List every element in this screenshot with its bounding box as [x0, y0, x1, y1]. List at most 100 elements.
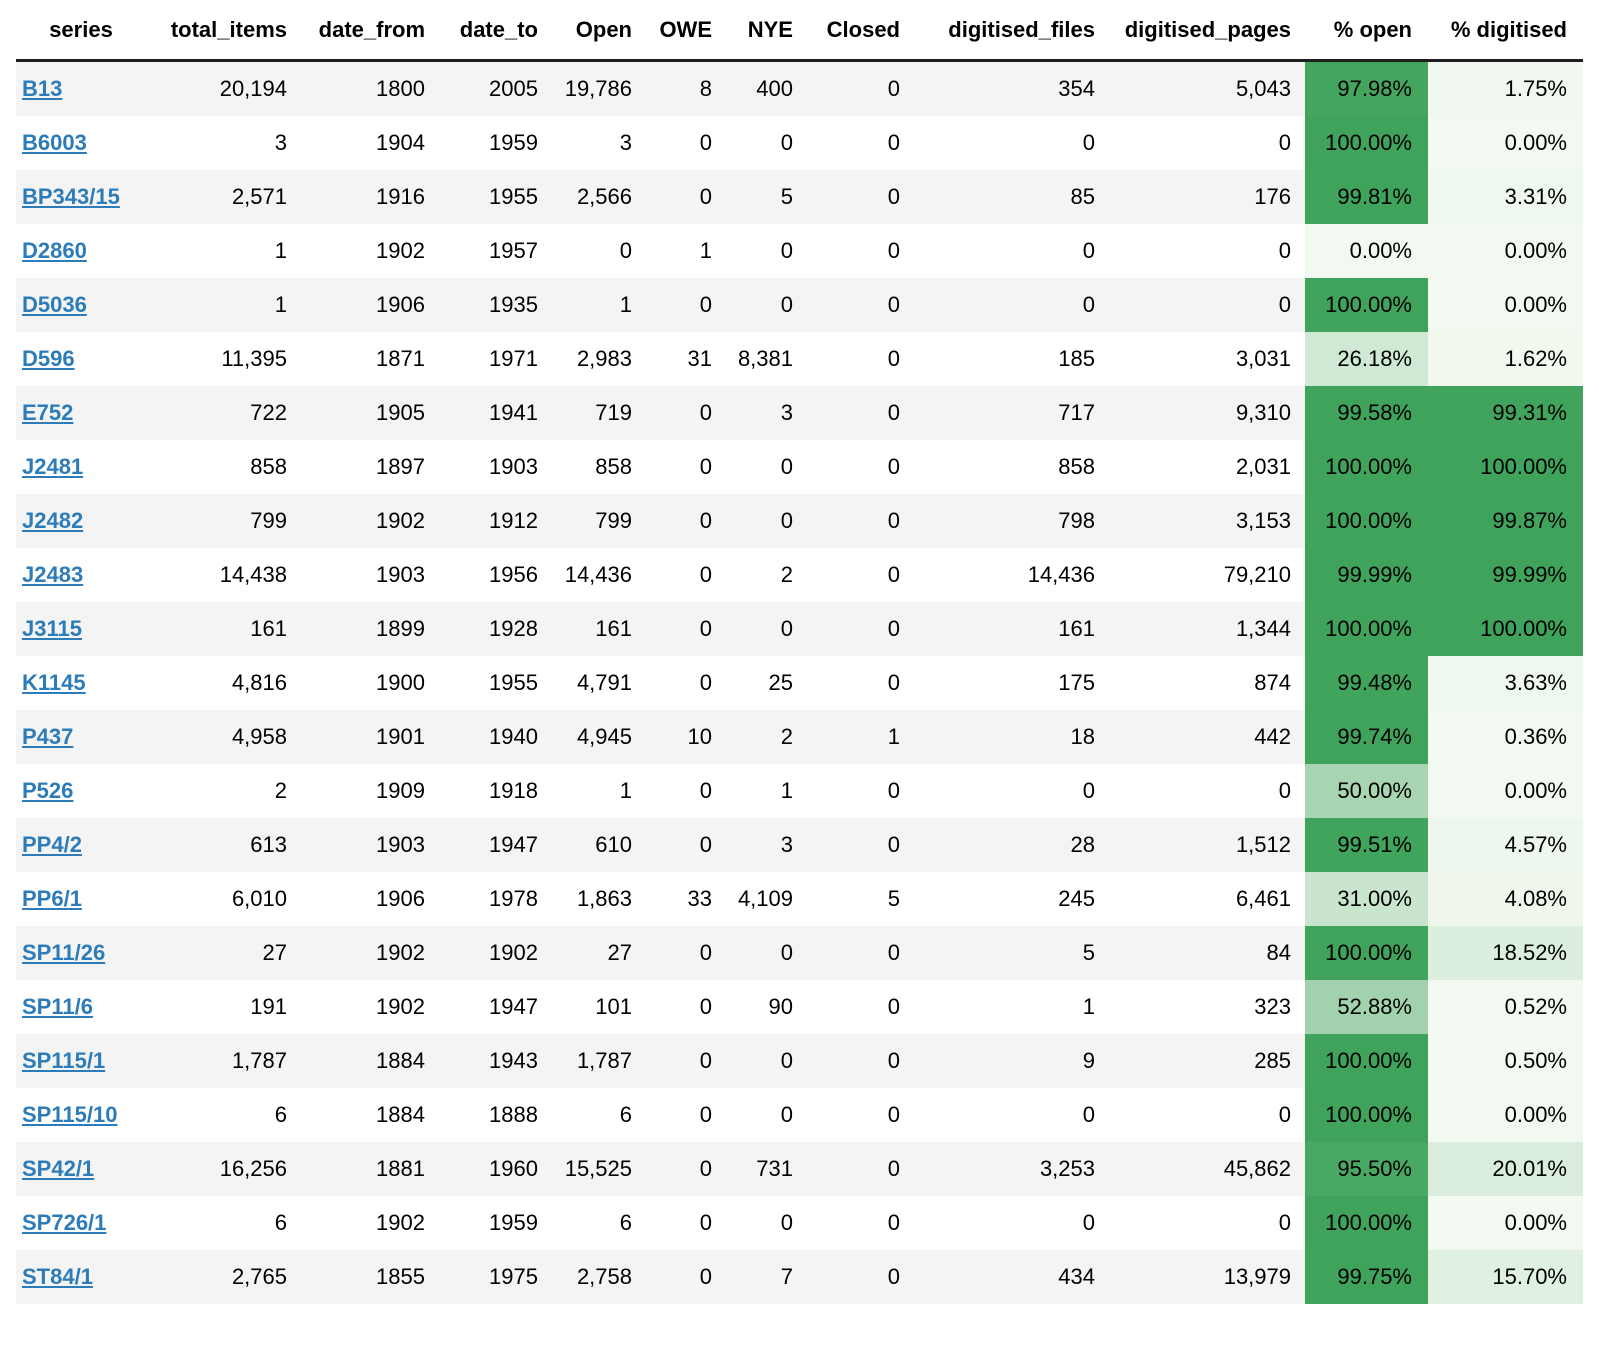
cell-nye: 8,381	[737, 346, 793, 371]
cell-open: 610	[552, 818, 646, 872]
cell-closed: 0	[807, 170, 914, 224]
series-link[interactable]: PP6/1	[22, 886, 82, 911]
series-link[interactable]: PP4/2	[22, 832, 82, 857]
cell-owe: 31	[687, 346, 712, 371]
cell-open: 27	[552, 926, 646, 980]
cell-nye: 0	[726, 926, 807, 980]
cell-date-from: 1897	[376, 454, 425, 479]
series-link[interactable]: P437	[22, 724, 74, 749]
cell-digitised-files: 1	[1082, 994, 1095, 1019]
cell-closed: 0	[887, 238, 900, 263]
cell-open: 4,791	[576, 670, 632, 695]
cell-date-from: 1855	[301, 1250, 439, 1304]
cell-digitised-pages: 1,344	[1109, 602, 1305, 656]
cell-date-from: 1899	[301, 602, 439, 656]
cell-pct-open: 99.75%	[1305, 1250, 1428, 1304]
cell-total-items: 3	[274, 130, 287, 155]
table-row: J2483 14,438 1903 1956 14,436 0 2 0 14,436 79,210…	[16, 548, 1583, 602]
table-row: K1145 4,816 1900 1955 4,791 0 25 0 175 874 99.48% 3…	[16, 656, 1583, 710]
series-link[interactable]: J2483	[22, 562, 84, 587]
cell-owe: 8	[646, 60, 726, 116]
series-link[interactable]: D2860	[22, 238, 87, 263]
cell-owe: 33	[687, 886, 712, 911]
cell-nye: 0	[780, 1102, 793, 1127]
cell-date-to: 2005	[439, 60, 552, 116]
series-link[interactable]: BP343/15	[22, 184, 120, 209]
series-link[interactable]: P526	[22, 778, 74, 803]
cell-total-items: 16,256	[146, 1142, 301, 1196]
cell-digitised-files: 245	[1058, 886, 1095, 911]
cell-pct-open: 100.00%	[1305, 116, 1428, 170]
series-link[interactable]: E752	[22, 400, 74, 425]
series-link[interactable]: ST84/1	[22, 1264, 93, 1289]
series-link[interactable]: K1145	[22, 670, 86, 695]
series-link[interactable]: SP726/1	[22, 1210, 107, 1235]
cell-closed: 0	[887, 1210, 900, 1235]
cell-pct-digitised: 18.52%	[1428, 926, 1583, 980]
cell-date-from: 1884	[376, 1102, 425, 1127]
cell-total-items: 6,010	[231, 886, 287, 911]
cell-nye: 7	[726, 1250, 807, 1304]
series-link[interactable]: J2482	[22, 508, 84, 533]
cell-pct-digitised: 1.62%	[1428, 332, 1583, 386]
series-link[interactable]: D596	[22, 346, 75, 371]
cell-open: 858	[595, 454, 632, 479]
cell-pct-digitised: 100.00%	[1428, 602, 1583, 656]
cell-series: SP115/10	[16, 1088, 146, 1142]
series-link[interactable]: B13	[22, 76, 63, 101]
cell-nye: 4,109	[737, 886, 793, 911]
cell-digitised-files: 161	[914, 602, 1109, 656]
cell-closed: 0	[807, 926, 914, 980]
cell-date-to: 1959	[489, 1210, 538, 1235]
cell-pct-digitised: 3.31%	[1428, 170, 1583, 224]
cell-owe: 0	[699, 670, 712, 695]
table-row: SP11/26 27 1902 1902 27 0 0 0 5 84 100.00% 18.52%	[16, 926, 1583, 980]
series-link[interactable]: J3115	[22, 616, 82, 641]
series-link[interactable]: SP115/10	[22, 1102, 118, 1127]
cell-series: J3115	[16, 602, 146, 656]
cell-total-items: 14,438	[219, 562, 287, 587]
cell-date-to: 1947	[489, 994, 538, 1019]
cell-date-to: 1912	[439, 494, 552, 548]
cell-closed: 0	[887, 346, 900, 371]
cell-digitised-pages: 13,979	[1109, 1250, 1305, 1304]
cell-closed: 0	[807, 1250, 914, 1304]
cell-date-from: 1904	[376, 130, 425, 155]
header-row: series total_items date_from date_to Ope…	[16, 0, 1583, 62]
cell-total-items: 2,765	[146, 1250, 301, 1304]
cell-closed: 0	[887, 562, 900, 587]
cell-total-items: 2,571	[146, 170, 301, 224]
cell-pct-open: 31.00%	[1305, 872, 1428, 926]
cell-digitised-files: 858	[1058, 454, 1095, 479]
series-link[interactable]: SP42/1	[22, 1156, 95, 1181]
series-link[interactable]: SP11/6	[22, 994, 93, 1019]
table-row: SP42/1 16,256 1881 1960 15,525 0 731 0 3,253 45,8…	[16, 1142, 1583, 1196]
cell-series: SP115/1	[16, 1034, 146, 1088]
cell-digitised-files: 0	[1082, 130, 1095, 155]
cell-digitised-pages: 84	[1109, 926, 1305, 980]
cell-owe: 0	[699, 1102, 712, 1127]
cell-closed: 0	[887, 778, 900, 803]
cell-date-to: 1956	[489, 562, 538, 587]
col-header-digitised-files: digitised_files	[914, 0, 1109, 62]
cell-owe: 10	[646, 710, 726, 764]
cell-date-to: 1978	[489, 886, 538, 911]
cell-pct-digitised: 0.00%	[1428, 1196, 1583, 1250]
cell-digitised-files: 354	[914, 60, 1109, 116]
cell-owe: 1	[699, 238, 712, 263]
cell-date-to: 1957	[489, 238, 538, 263]
series-link[interactable]: SP115/1	[22, 1048, 106, 1073]
series-link[interactable]: J2481	[22, 454, 84, 479]
cell-owe: 0	[646, 1034, 726, 1088]
cell-series: SP726/1	[16, 1196, 146, 1250]
series-link[interactable]: B6003	[22, 130, 87, 155]
cell-pct-open: 50.00%	[1305, 764, 1428, 818]
cell-closed: 0	[887, 1102, 900, 1127]
cell-digitised-files: 798	[914, 494, 1109, 548]
cell-nye: 2	[780, 562, 793, 587]
cell-owe: 0	[646, 278, 726, 332]
cell-closed: 0	[807, 278, 914, 332]
cell-date-from: 1884	[301, 1034, 439, 1088]
series-link[interactable]: D5036	[22, 292, 87, 317]
series-link[interactable]: SP11/26	[22, 940, 106, 965]
